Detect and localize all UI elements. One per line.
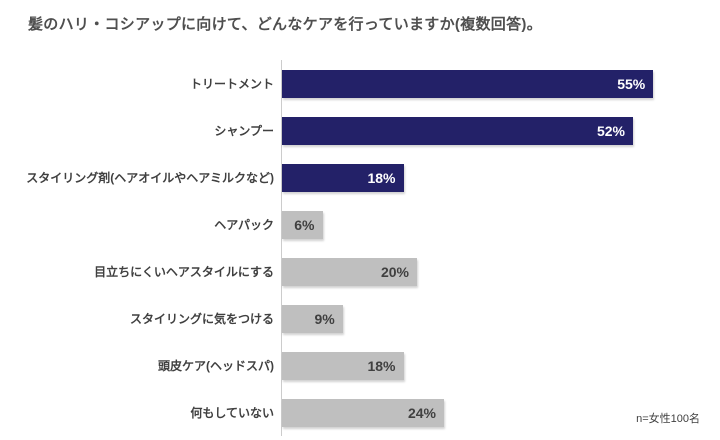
- bar-row: スタイリングに気をつける 9%: [20, 295, 687, 342]
- bar-plot-area: 6%: [281, 201, 687, 248]
- bar-plot-area: 55%: [281, 60, 687, 107]
- bar-value-label: 18%: [367, 169, 396, 186]
- bar-rows: トリートメント 55% シャンプー 52% スタイリング剤(ヘアオイルやヘアミルクなど)…: [20, 60, 687, 436]
- bar: 52%: [282, 116, 633, 145]
- bar-category-label: 目立ちにくいヘアスタイルにする: [94, 265, 274, 279]
- bar-category-label: 頭皮ケア(ヘッドスパ): [158, 359, 274, 373]
- bar-row: スタイリング剤(ヘアオイルやヘアミルクなど) 18%: [20, 154, 687, 201]
- bar-row: シャンプー 52%: [20, 107, 687, 154]
- bar-value-label: 55%: [617, 75, 646, 92]
- bar-plot-area: 18%: [281, 342, 687, 389]
- bar: 55%: [282, 69, 654, 98]
- bar: 6%: [282, 210, 323, 239]
- bar-value-label: 6%: [294, 216, 315, 233]
- chart-title: 髪のハリ・コシアップに向けて、どんなケアを行っていますか(複数回答)。: [28, 16, 542, 33]
- bar-value-label: 52%: [596, 122, 625, 139]
- sample-size-note: n=女性100名: [636, 413, 700, 425]
- bar: 20%: [282, 257, 417, 286]
- bar-plot-area: 20%: [281, 248, 687, 295]
- bar-category-label: シャンプー: [214, 124, 274, 138]
- bar-category-label: スタイリングに気をつける: [129, 312, 274, 326]
- bar-category-label: トリートメント: [189, 77, 274, 91]
- bar: 18%: [282, 163, 404, 192]
- bar-category-label: ヘアパック: [214, 218, 274, 232]
- bar-value-label: 9%: [314, 310, 335, 327]
- bar-row: トリートメント 55%: [20, 60, 687, 107]
- bar-row: 頭皮ケア(ヘッドスパ) 18%: [20, 342, 687, 389]
- bar-row: ヘアパック 6%: [20, 201, 687, 248]
- bar-plot-area: 18%: [281, 154, 687, 201]
- bar-category-label: 何もしていない: [190, 406, 274, 420]
- bar: 18%: [282, 351, 404, 380]
- bar-plot-area: 9%: [281, 295, 687, 342]
- bar-row: 何もしていない 24%: [20, 389, 687, 436]
- bar-plot-area: 24%: [281, 389, 687, 436]
- bar-value-label: 18%: [367, 357, 396, 374]
- bar-value-label: 24%: [407, 404, 436, 421]
- bar-category-label: スタイリング剤(ヘアオイルやヘアミルクなど): [26, 171, 274, 185]
- bar: 9%: [282, 304, 343, 333]
- bar-row: 目立ちにくいヘアスタイルにする 20%: [20, 248, 687, 295]
- bar-value-label: 20%: [380, 263, 409, 280]
- bar: 24%: [282, 398, 444, 427]
- bar-plot-area: 52%: [281, 107, 687, 154]
